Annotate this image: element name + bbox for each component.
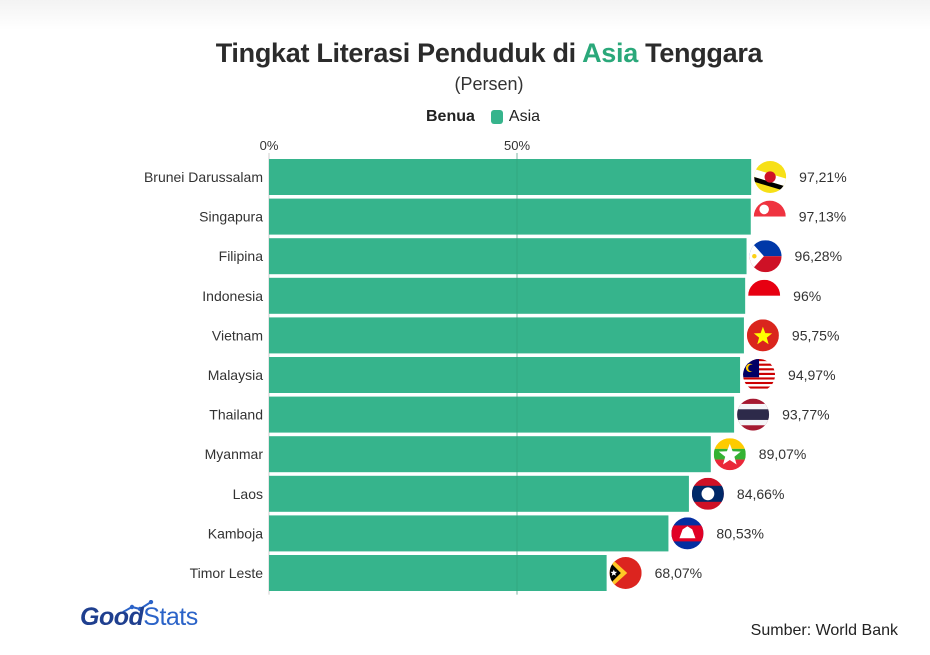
value-label: 97,13% — [799, 209, 846, 225]
chart-title: Tingkat Literasi Penduduk di Asia Tengga… — [215, 38, 763, 68]
value-label: 84,66% — [737, 486, 784, 502]
category-label: Vietnam — [212, 327, 263, 343]
value-label: 96% — [793, 288, 821, 304]
philippines-flag-icon — [749, 240, 782, 273]
legend-title: Benua — [426, 108, 475, 125]
cambodia-flag-icon — [671, 517, 704, 550]
legend-swatch — [490, 110, 503, 124]
chart-subtitle: (Persen) — [454, 74, 524, 94]
axis-tick-0: 0% — [259, 138, 279, 153]
value-label: 96,28% — [795, 248, 842, 264]
bar — [269, 436, 711, 473]
value-label: 80,53% — [716, 525, 763, 541]
bar — [269, 317, 744, 354]
goodstats-logo: GoodStats — [80, 603, 198, 631]
value-label: 97,21% — [799, 169, 846, 185]
category-label: Indonesia — [202, 288, 263, 304]
category-label: Filipina — [219, 248, 264, 264]
category-label: Myanmar — [205, 446, 264, 462]
value-label: 93,77% — [782, 407, 829, 423]
category-label: Brunei Darussalam — [144, 169, 263, 185]
top-shade — [0, 0, 930, 30]
thailand-flag-icon — [737, 398, 770, 431]
legend-label: Asia — [508, 108, 541, 125]
category-label: Timor Leste — [190, 565, 264, 581]
value-label: 94,97% — [788, 367, 835, 383]
bar — [269, 357, 741, 393]
bar-chart: Brunei Darussalam 97,21% Singapura 97,13% Fi… — [144, 153, 847, 595]
vietnam-flag-icon — [746, 319, 779, 352]
indonesia-flag-icon — [748, 279, 781, 312]
legend: Benua Asia — [426, 108, 540, 126]
value-label: 95,75% — [792, 327, 839, 343]
bar — [269, 555, 607, 591]
timor-leste-flag-icon — [609, 557, 642, 589]
bar — [269, 475, 689, 512]
malaysia-flag-icon — [743, 359, 776, 391]
laos-flag-icon — [691, 477, 724, 510]
brunei-flag-icon — [754, 161, 787, 193]
bar — [269, 159, 752, 195]
category-label: Singapura — [199, 209, 263, 225]
bar — [269, 515, 669, 552]
category-label: Kamboja — [208, 525, 263, 541]
source-note: Sumber: World Bank — [750, 622, 898, 639]
category-label: Malaysia — [208, 367, 263, 383]
category-label: Laos — [233, 486, 263, 502]
bar — [269, 396, 735, 433]
category-label: Thailand — [209, 407, 263, 423]
bar — [269, 277, 746, 314]
bar — [269, 198, 751, 235]
logo-graph-icon — [122, 600, 154, 613]
singapore-flag-icon — [753, 200, 786, 233]
value-label: 68,07% — [655, 565, 702, 581]
bar — [269, 238, 747, 275]
value-label: 89,07% — [759, 446, 806, 462]
myanmar-flag-icon — [713, 438, 746, 471]
axis-tick-50: 50% — [503, 138, 531, 153]
